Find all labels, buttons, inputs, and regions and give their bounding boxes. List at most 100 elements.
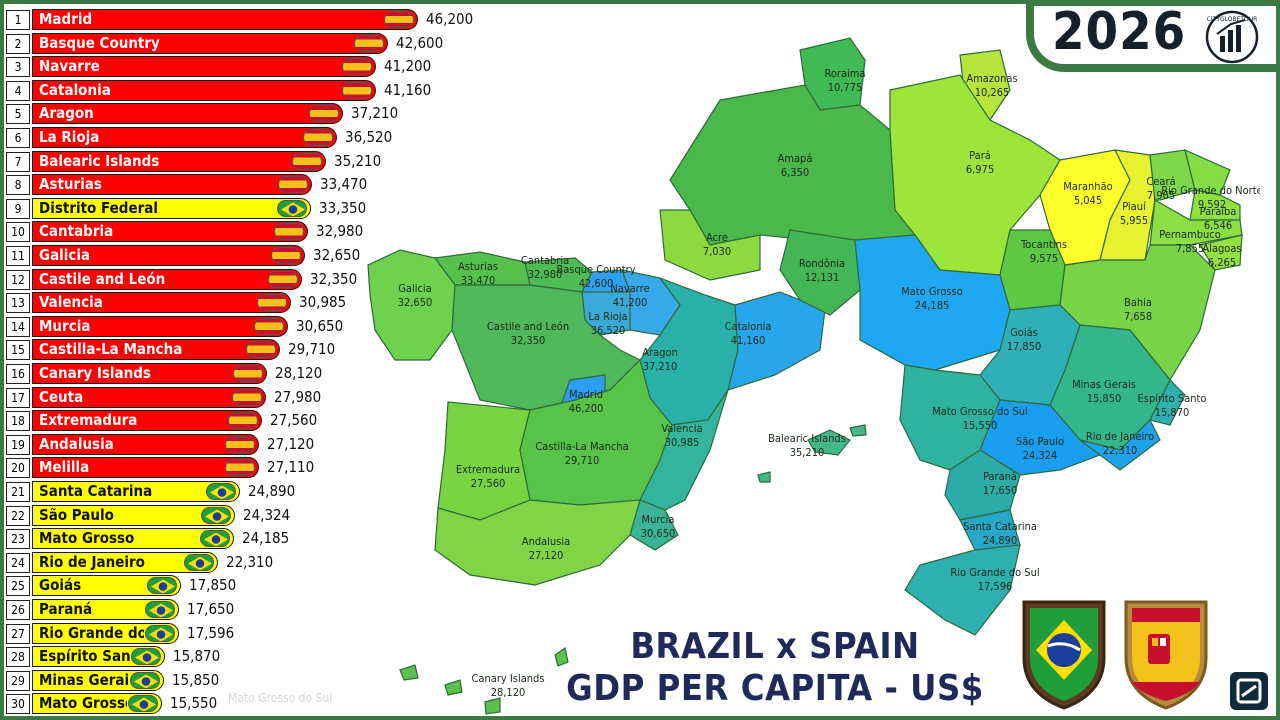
value-label: 37,210: [351, 104, 399, 122]
bar-label: Balearic Islands: [39, 152, 160, 170]
value-label: 28,120: [275, 364, 323, 382]
map-region-value: 37,210: [643, 360, 678, 373]
map-region-name: Castile and León: [487, 320, 569, 333]
value-label: 17,596: [187, 624, 235, 642]
bar-16: [32, 363, 267, 384]
map-region-value: 24,324: [1023, 449, 1058, 462]
bar-label: Castile and León: [39, 270, 166, 288]
spain-flag-icon: [274, 223, 304, 240]
bar-label: Basque Country: [39, 34, 160, 52]
bar-label: Andalusia: [39, 435, 114, 453]
bar-17: [32, 387, 266, 408]
map-region-value: 15,850: [1087, 392, 1122, 405]
region-galicia: [367, 249, 456, 361]
map-region-value: 27,120: [529, 549, 564, 562]
map-region-name: Balearic Islands: [768, 432, 846, 445]
bar-label: Mato Grosso d: [39, 694, 127, 712]
bar-label: Canary Islands: [39, 364, 151, 382]
value-label: 17,650: [187, 600, 235, 618]
brazil-flag-icon: [201, 507, 231, 524]
rank-label: 20: [6, 458, 30, 478]
value-label: 27,110: [267, 458, 315, 476]
bar-label: Valencia: [39, 293, 103, 311]
map-region-name: Andalusia: [522, 535, 570, 548]
bar-7: [32, 151, 326, 172]
map-region-name: La Rioja: [588, 310, 627, 323]
value-label: 24,324: [243, 506, 291, 524]
bar-label: Rio de Janeiro: [39, 553, 145, 571]
bar-label: Castilla-La Mancha: [39, 340, 183, 358]
bar-label: Asturias: [39, 175, 102, 193]
brazil-flag-icon: [130, 672, 160, 689]
bar-label: Espírito Santo: [39, 647, 130, 665]
bar-10: [32, 221, 308, 242]
brazil-shield-icon: [1022, 600, 1106, 710]
bar-22: [32, 505, 235, 526]
map-region-name: Madrid: [569, 388, 603, 401]
rank-label: 11: [6, 246, 30, 266]
rank-label: 29: [6, 671, 30, 691]
map-region-value: 27,560: [471, 477, 506, 490]
map-region-value: 29,710: [565, 454, 600, 467]
state-rio-de-janeiro: [1079, 418, 1161, 471]
bar-19: [32, 434, 259, 455]
map-region-value: 30,650: [641, 527, 676, 540]
brazil-flag-icon: [184, 554, 214, 571]
bar-15: [32, 339, 280, 360]
region-balearic-1: [807, 429, 851, 456]
bar-9: [32, 198, 311, 219]
rank-label: 2: [6, 34, 30, 54]
bar-18: [32, 410, 262, 431]
rank-label: 22: [6, 506, 30, 526]
bar-label: Santa Catarina: [39, 482, 153, 500]
chart-title-line1: BRAZIL x SPAIN: [630, 626, 920, 667]
bar-label: La Rioja: [39, 128, 100, 146]
map-region-name: Roraima: [824, 67, 865, 80]
bar-label: Navarre: [39, 57, 100, 75]
value-label: 27,120: [267, 435, 315, 453]
map-region-value: 32,650: [398, 296, 433, 309]
map-region-name: Galicia: [398, 282, 432, 295]
channel-badge-icon: [1230, 672, 1268, 710]
value-label: 30,985: [299, 293, 347, 311]
region-canary-1: [399, 664, 419, 681]
region-canary-4: [554, 646, 569, 667]
spain-flag-icon: [303, 129, 333, 146]
bar-label: Distrito Federal: [39, 199, 158, 217]
map-region-value: 5,045: [1074, 194, 1102, 207]
value-label: 30,650: [296, 317, 344, 335]
rank-label: 9: [6, 199, 30, 219]
map-region-value: 9,575: [1030, 252, 1058, 265]
rank-label: 27: [6, 624, 30, 644]
value-label: 24,185: [242, 529, 290, 547]
bar-label: Goiás: [39, 576, 82, 594]
map-region-value: 32,980: [528, 268, 563, 281]
spain-flag-icon: [292, 153, 322, 170]
region-andalusia: [434, 499, 641, 586]
spain-flag-icon: [342, 82, 372, 99]
bar-26: [32, 599, 179, 620]
spain-flag-icon: [233, 365, 263, 382]
bar-21: [32, 481, 240, 502]
map-region-name: São Paulo: [1016, 435, 1064, 448]
map-region-name: Bahia: [1124, 296, 1152, 309]
map-region-name: Alagoas: [1202, 242, 1241, 255]
map-region-value: 30,985: [665, 436, 700, 449]
spain-flag-icon: [225, 459, 255, 476]
map-region-name: Santa Catarina: [963, 520, 1037, 533]
bar-3: [32, 56, 376, 77]
rank-label: 18: [6, 411, 30, 431]
map-region-value: 46,200: [569, 402, 604, 415]
bar-label: Murcia: [39, 317, 91, 335]
spain-flag-icon: [228, 412, 258, 429]
rank-label: 19: [6, 435, 30, 455]
value-label: 27,560: [270, 411, 318, 429]
map-region-value: 41,200: [613, 296, 648, 309]
map-region-name: Mato Grosso do Sul: [932, 405, 1028, 418]
value-label: 22,310: [226, 553, 274, 571]
map-region-value: 9,592: [1198, 198, 1226, 211]
value-label: 32,650: [313, 246, 361, 264]
region-balearic-2: [849, 424, 867, 437]
map-region-value: 17,850: [1007, 340, 1042, 353]
